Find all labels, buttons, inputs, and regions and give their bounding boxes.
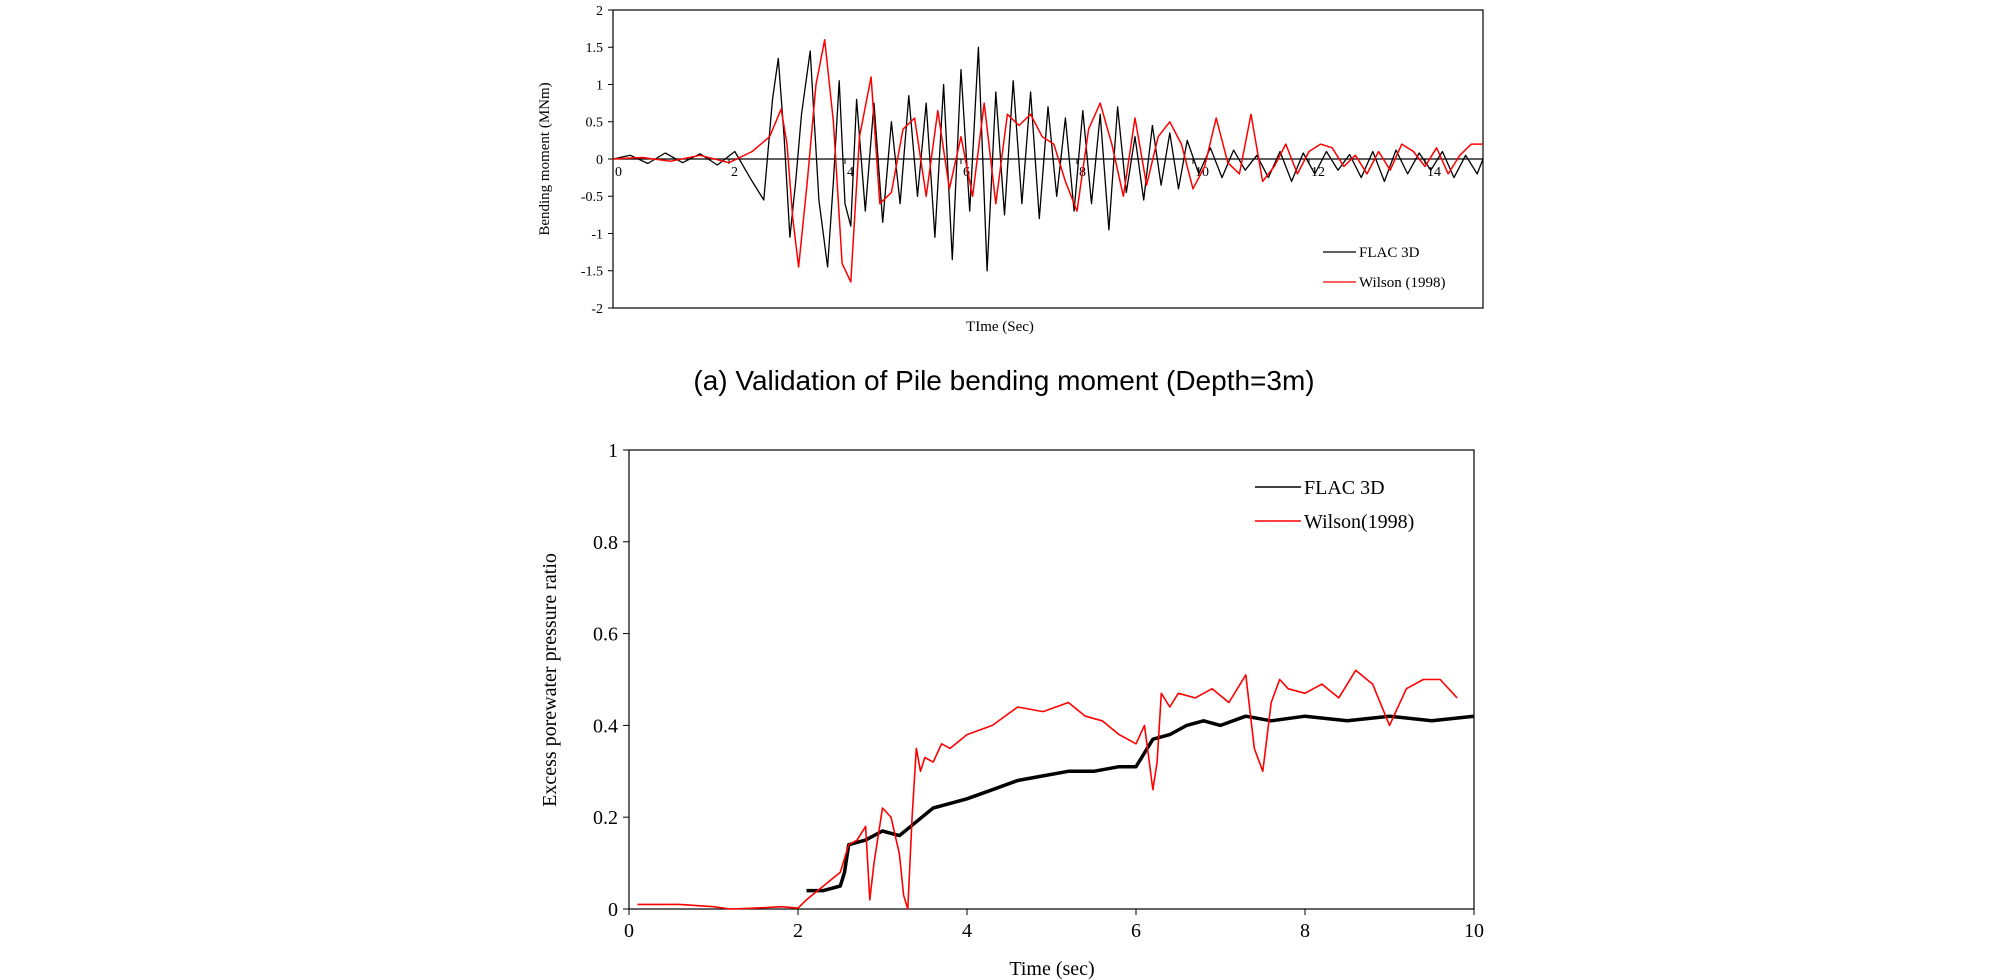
chartA-x-tick-label: 12 [1311,165,1325,180]
chart-a-legend-label-flac: FLAC 3D [1359,245,1420,261]
chartA-x-tick-label: 2 [731,165,738,180]
chart-b: 00.20.40.60.810 2 4 6 8 10 Excess porewater p… [539,440,1484,980]
chart-b-legend-label-wilson: Wilson(1998) [1304,511,1414,533]
chart-a-x-axis-label: TIme (Sec) [966,319,1034,335]
chartA-series-wilson-line [612,39,1483,283]
chartB-y-tick-label: 0 [608,899,618,921]
chartB-y-tick-label: 1 [608,440,618,462]
chartB-x-tick-label: 0 [624,920,634,942]
chartA-y-tick-label: -0.5 [581,190,603,205]
chart-a-caption: (a) Validation of Pile bending moment (D… [693,365,1314,396]
chartA-series-flac-line [612,46,1484,272]
chartB-series-flac-line [806,714,1475,893]
chart-b-x-axis-label: Time (sec) [1009,958,1094,980]
chartA-y-tick-label: 0.5 [586,116,604,131]
chartA-y-tick-label: 2 [596,4,603,19]
chartA-x-tick-label: 6 [963,165,970,180]
chartA-y-tick-label: -2 [591,302,603,317]
chartA-y-tick-label: -1.5 [581,265,603,280]
chartB-x-tick-label: 4 [962,920,972,942]
chartB-series-wilson-line [637,669,1458,910]
chartB-y-tick-label: 0.4 [593,715,618,737]
chartB-x-tick-label: 2 [793,920,803,942]
chartA-y-tick-label: 0 [596,153,603,168]
chartB-y-tick-label: 0.8 [593,532,618,554]
chart-b-legend: FLAC 3D Wilson(1998) [1255,477,1414,533]
chartB-x-tick-label: 6 [1131,920,1141,942]
chartA-x-tick-label: 0 [615,165,622,180]
chart-a-legend: FLAC 3D Wilson (1998) [1323,245,1445,291]
chart-a-y-axis-label: Bending moment (MNm) [537,82,553,235]
chart-b-legend-label-flac: FLAC 3D [1304,477,1385,499]
chart-b-plot-frame [628,449,1475,910]
chartA-y-tick-label: -1 [591,227,603,242]
chart-a: 21.510.50-0.5-1-1.5-20 2 4 6 8 10 12 14 Bending… [537,4,1484,335]
chartA-y-tick-label: 1 [596,78,603,93]
chartB-y-tick-label: 0.6 [593,624,618,646]
chartB-x-tick-label: 10 [1464,920,1484,942]
chartA-y-tick-label: 1.5 [586,41,604,56]
chartB-y-tick-label: 0.2 [593,807,618,829]
chart-a-legend-label-wilson: Wilson (1998) [1359,275,1445,291]
chartB-x-tick-label: 8 [1300,920,1310,942]
chart-b-y-axis-label: Excess porewater pressure ratio [539,553,561,807]
chartA-x-tick-label: 4 [847,165,854,180]
